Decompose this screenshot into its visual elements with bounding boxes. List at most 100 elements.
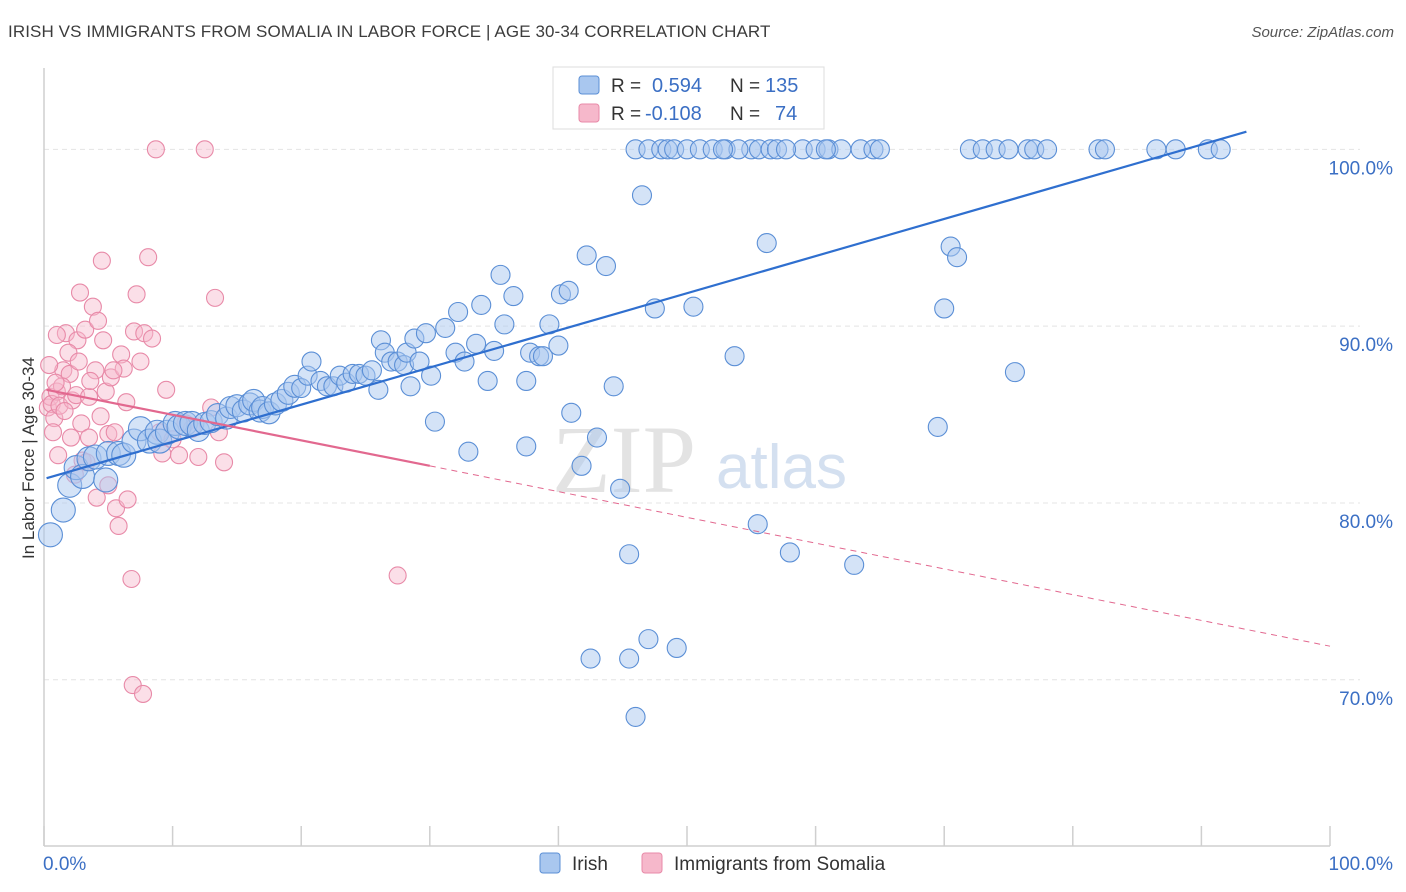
irish-point xyxy=(548,335,569,356)
y-tick-label: 70.0% xyxy=(1339,689,1393,710)
irish-point xyxy=(683,296,704,317)
irish-trend-line xyxy=(46,130,1247,480)
irish-point xyxy=(869,139,890,160)
y-axis-title: In Labor Force | Age 30-34 xyxy=(19,357,38,559)
irish-point xyxy=(934,298,955,319)
series-legend: Irish Immigrants from Somalia xyxy=(539,852,886,875)
somalia-point xyxy=(169,446,189,465)
irish-point xyxy=(435,317,456,338)
irish-point xyxy=(50,497,76,523)
somalia-point xyxy=(388,566,407,585)
somalia-point xyxy=(55,401,74,421)
irish-point xyxy=(503,286,524,307)
x-tick-label-max: 100.0% xyxy=(1329,854,1394,875)
irish-point xyxy=(415,323,436,344)
series-legend-somalia: Immigrants from Somalia xyxy=(674,854,886,875)
irish-point xyxy=(631,185,653,206)
irish-point xyxy=(93,467,119,493)
source-credit: Source: ZipAtlas.com xyxy=(1251,24,1394,41)
somalia-point xyxy=(40,356,59,375)
irish-point xyxy=(603,376,624,397)
irish-point xyxy=(1037,139,1058,160)
irish-point xyxy=(666,637,687,659)
irish-point xyxy=(576,245,597,266)
legend-irish-n-label: N = xyxy=(730,76,760,97)
irish-point xyxy=(571,455,592,476)
irish-point xyxy=(927,416,948,437)
somalia-point xyxy=(118,490,137,509)
somalia-point xyxy=(46,373,65,392)
irish-point xyxy=(580,648,601,669)
somalia-point xyxy=(133,684,153,703)
irish-point xyxy=(712,139,734,160)
irish-point xyxy=(458,441,479,462)
series-legend-swatch-irish xyxy=(539,852,561,874)
legend-somalia-n-value: 74 xyxy=(775,103,797,125)
chart-title: IRISH VS IMMIGRANTS FROM SOMALIA IN LABO… xyxy=(8,22,771,41)
irish-point xyxy=(494,314,515,335)
legend-irish-r-label: R = xyxy=(611,76,641,97)
axes xyxy=(43,68,1331,847)
somalia-point xyxy=(91,407,110,426)
irish-point xyxy=(558,280,579,301)
somalia-point xyxy=(214,453,234,472)
somalia-point xyxy=(94,331,113,350)
irish-point xyxy=(301,351,322,372)
somalia-point xyxy=(79,428,99,447)
legend-somalia-r-value: -0.108 xyxy=(645,103,702,125)
irish-point xyxy=(368,379,389,400)
somalia-point xyxy=(189,447,208,467)
somalia-point xyxy=(70,283,90,302)
legend-irish-n-value: 135 xyxy=(765,75,798,97)
somalia-point xyxy=(61,428,81,447)
irish-point xyxy=(619,544,640,565)
irish-point xyxy=(561,402,582,423)
somalia-point xyxy=(205,288,225,307)
somalia-point xyxy=(109,516,128,536)
legend-somalia-n-label: N = xyxy=(730,104,760,125)
somalia-point xyxy=(127,285,146,304)
somalia-point xyxy=(81,371,100,391)
x-tick-label-min: 0.0% xyxy=(43,854,86,875)
somalia-point xyxy=(88,311,108,330)
irish-point xyxy=(466,333,487,354)
legend-swatch-somalia xyxy=(578,103,600,123)
irish-point xyxy=(619,648,640,669)
somalia-point xyxy=(96,382,115,401)
irish-point xyxy=(595,255,617,277)
somalia-trend-extension xyxy=(429,465,1331,647)
somalia-point xyxy=(146,140,165,159)
somalia-point xyxy=(157,380,176,399)
somalia-point xyxy=(112,345,131,364)
somalia-point xyxy=(92,251,111,270)
somalia-point xyxy=(101,368,120,387)
irish-point xyxy=(815,139,836,160)
watermark-atlas: atlas xyxy=(716,433,847,502)
irish-point xyxy=(625,706,646,727)
irish-point xyxy=(37,522,63,548)
irish-point xyxy=(448,301,469,323)
irish-point xyxy=(424,411,445,432)
irish-point xyxy=(516,370,537,392)
somalia-point xyxy=(117,393,136,412)
somalia-points xyxy=(38,140,407,703)
irish-point xyxy=(724,346,745,367)
y-tick-label: 80.0% xyxy=(1339,512,1393,533)
y-tick-labels: 100.0% 90.0% 80.0% 70.0% xyxy=(1329,158,1394,709)
irish-point xyxy=(586,427,608,448)
somalia-point xyxy=(131,352,150,371)
legend-irish-r-value: 0.594 xyxy=(652,75,702,97)
trend-lines xyxy=(46,130,1331,647)
irish-point xyxy=(1094,139,1115,160)
somalia-point xyxy=(83,297,102,316)
somalia-point xyxy=(69,352,88,371)
somalia-point xyxy=(104,361,123,380)
somalia-trend-line xyxy=(46,388,431,467)
irish-point xyxy=(638,629,659,650)
irish-point xyxy=(490,264,511,285)
irish-point xyxy=(516,436,537,457)
irish-point xyxy=(610,478,631,499)
irish-point xyxy=(947,247,968,268)
series-legend-irish: Irish xyxy=(572,854,608,875)
